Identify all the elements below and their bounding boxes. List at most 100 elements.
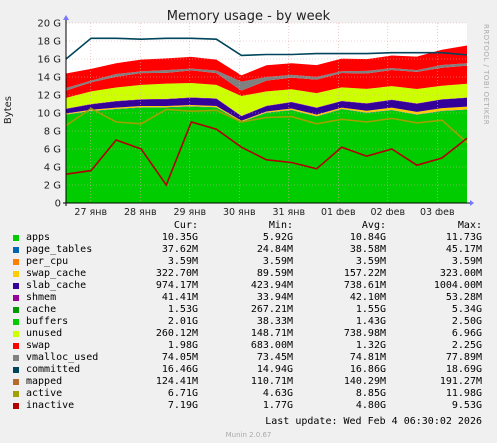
legend-cur: 1.53G bbox=[167, 304, 198, 315]
legend-row-per-cpu: per_cpu 3.59M 3.59M 3.59M 3.59M bbox=[0, 256, 497, 268]
legend-max: 2.50G bbox=[451, 316, 482, 327]
y-tick-label: 18 G bbox=[37, 37, 61, 48]
legend-max: 77.89M bbox=[445, 352, 482, 363]
y-tick-label: 16 G bbox=[37, 55, 61, 66]
x-tick-label: 01 фев bbox=[321, 207, 356, 215]
legend-max: 53.28M bbox=[445, 292, 482, 303]
legend-min: 423.94M bbox=[250, 280, 293, 291]
y-tick-label: 2 G bbox=[44, 181, 61, 192]
legend-swatch bbox=[13, 391, 19, 397]
legend-row-shmem: shmem 41.41M 33.94M 42.10M 53.28M bbox=[0, 292, 497, 304]
legend-avg: 10.84G bbox=[349, 232, 386, 243]
legend-cur: 6.71G bbox=[167, 388, 198, 399]
legend-min: 24.84M bbox=[256, 244, 293, 255]
x-tick-label: 30 янв bbox=[223, 207, 256, 215]
legend-swatch bbox=[13, 307, 19, 313]
legend-swatch bbox=[13, 295, 19, 301]
y-tick-label: 20 G bbox=[37, 19, 61, 30]
y-tick-label: 4 G bbox=[44, 163, 61, 174]
x-tick-labels: 27 янв 28 янв 29 янв 30 янв 31 янв 01 фев 02 ф… bbox=[74, 207, 455, 215]
y-tick-label: 12 G bbox=[37, 91, 61, 102]
grid-lines bbox=[66, 22, 467, 203]
legend-header-avg: Avg: bbox=[361, 220, 386, 231]
legend-cur: 16.46G bbox=[161, 364, 198, 375]
legend-max: 18.69G bbox=[445, 364, 482, 375]
y-tick-label: 14 G bbox=[37, 73, 61, 84]
legend-row-swap: swap 1.98G 683.00M 1.32G 2.25G bbox=[0, 340, 497, 352]
legend-row-vmalloc-used: vmalloc_used 74.05M 73.45M 74.81M 77.89M bbox=[0, 352, 497, 364]
legend-series-name: mapped bbox=[26, 376, 63, 387]
chart-title: Memory usage - by week bbox=[166, 9, 331, 24]
legend-swatch bbox=[13, 367, 19, 373]
legend-min: 14.94G bbox=[256, 364, 293, 375]
legend-swatch bbox=[13, 343, 19, 349]
legend-min: 4.63G bbox=[262, 388, 293, 399]
legend-cur: 7.19G bbox=[167, 400, 198, 411]
legend-avg: 4.80G bbox=[355, 400, 386, 411]
legend-swatch bbox=[13, 283, 19, 289]
legend-cur: 3.59M bbox=[167, 256, 198, 267]
legend-series-name: unused bbox=[26, 328, 63, 339]
legend-avg: 738.98M bbox=[343, 328, 386, 339]
legend-series-name: active bbox=[26, 388, 63, 399]
x-tick-label: 02 фев bbox=[370, 207, 405, 215]
stacked-areas bbox=[66, 45, 467, 203]
legend-swatch bbox=[13, 319, 19, 325]
legend-avg: 3.59M bbox=[355, 256, 386, 267]
legend-row-unused: unused 260.12M 148.71M 738.98M 6.96G bbox=[0, 328, 497, 340]
legend-avg: 8.85G bbox=[355, 388, 386, 399]
legend-cur: 124.41M bbox=[155, 376, 198, 387]
legend-min: 89.59M bbox=[256, 268, 293, 279]
legend-row-active: active 6.71G 4.63G 8.85G 11.98G bbox=[0, 388, 497, 400]
legend-swatch bbox=[13, 379, 19, 385]
legend-avg: 42.10M bbox=[349, 292, 386, 303]
legend-min: 73.45M bbox=[256, 352, 293, 363]
area-slab-cache bbox=[66, 97, 467, 121]
legend-cur: 2.01G bbox=[167, 316, 198, 327]
legend-series-name: cache bbox=[26, 304, 57, 315]
legend-series-name: vmalloc_used bbox=[26, 352, 99, 363]
legend-min: 3.59M bbox=[262, 256, 293, 267]
x-tick-label: 31 янв bbox=[272, 207, 305, 215]
legend-cur: 974.17M bbox=[155, 280, 198, 291]
x-tick-label: 03 фев bbox=[420, 207, 455, 215]
legend-max: 3.59M bbox=[451, 256, 482, 267]
legend-cur: 260.12M bbox=[155, 328, 198, 339]
x-axis-arrow bbox=[470, 200, 474, 206]
legend-series-name: page_tables bbox=[26, 244, 93, 255]
legend-series-name: committed bbox=[26, 364, 81, 375]
line-active bbox=[65, 107, 468, 144]
legend-row-committed: committed 16.46G 14.94G 16.86G 18.69G bbox=[0, 364, 497, 376]
legend-header-min: Min: bbox=[268, 220, 293, 231]
legend-series-name: inactive bbox=[26, 400, 75, 411]
legend-series-name: slab_cache bbox=[26, 280, 87, 291]
chart-svg: 0 2 G 4 G 6 G 8 G 10 G 12 G 14 G 16 G 18 G 20 G 27… bbox=[37, 15, 474, 215]
x-tick-label: 27 янв bbox=[74, 207, 107, 215]
y-tick-label: 8 G bbox=[44, 127, 61, 138]
legend-min: 33.94M bbox=[256, 292, 293, 303]
legend-max: 191.27M bbox=[439, 376, 482, 387]
y-axis-arrow bbox=[63, 15, 69, 20]
legend-avg: 1.55G bbox=[355, 304, 386, 315]
legend-max: 2.25G bbox=[451, 340, 482, 351]
legend-header-cur: Cur: bbox=[173, 220, 198, 231]
legend-series-name: swap bbox=[26, 340, 51, 351]
legend-min: 148.71M bbox=[250, 328, 293, 339]
legend-cur: 74.05M bbox=[161, 352, 198, 363]
legend-series-name: per_cpu bbox=[26, 256, 69, 267]
legend-row-inactive: inactive 7.19G 1.77G 4.80G 9.53G bbox=[0, 400, 497, 412]
legend-cur: 37.62M bbox=[161, 244, 198, 255]
legend-avg: 140.29M bbox=[343, 376, 386, 387]
legend-min: 110.71M bbox=[250, 376, 293, 387]
rrdtool-credit: RRDTOOL / TOBI OETIKER bbox=[482, 24, 490, 126]
area-cache bbox=[66, 82, 467, 116]
legend-row-cache: cache 1.53G 267.21M 1.55G 5.34G bbox=[0, 304, 497, 316]
x-tick-label: 28 янв bbox=[124, 207, 157, 215]
legend-series-name: buffers bbox=[26, 316, 69, 327]
legend-max: 11.73G bbox=[445, 232, 482, 243]
legend-cur: 41.41M bbox=[161, 292, 198, 303]
legend-max: 45.17M bbox=[445, 244, 482, 255]
area-buffers bbox=[66, 65, 467, 98]
legend-max: 6.96G bbox=[451, 328, 482, 339]
legend-swatch bbox=[13, 271, 19, 277]
